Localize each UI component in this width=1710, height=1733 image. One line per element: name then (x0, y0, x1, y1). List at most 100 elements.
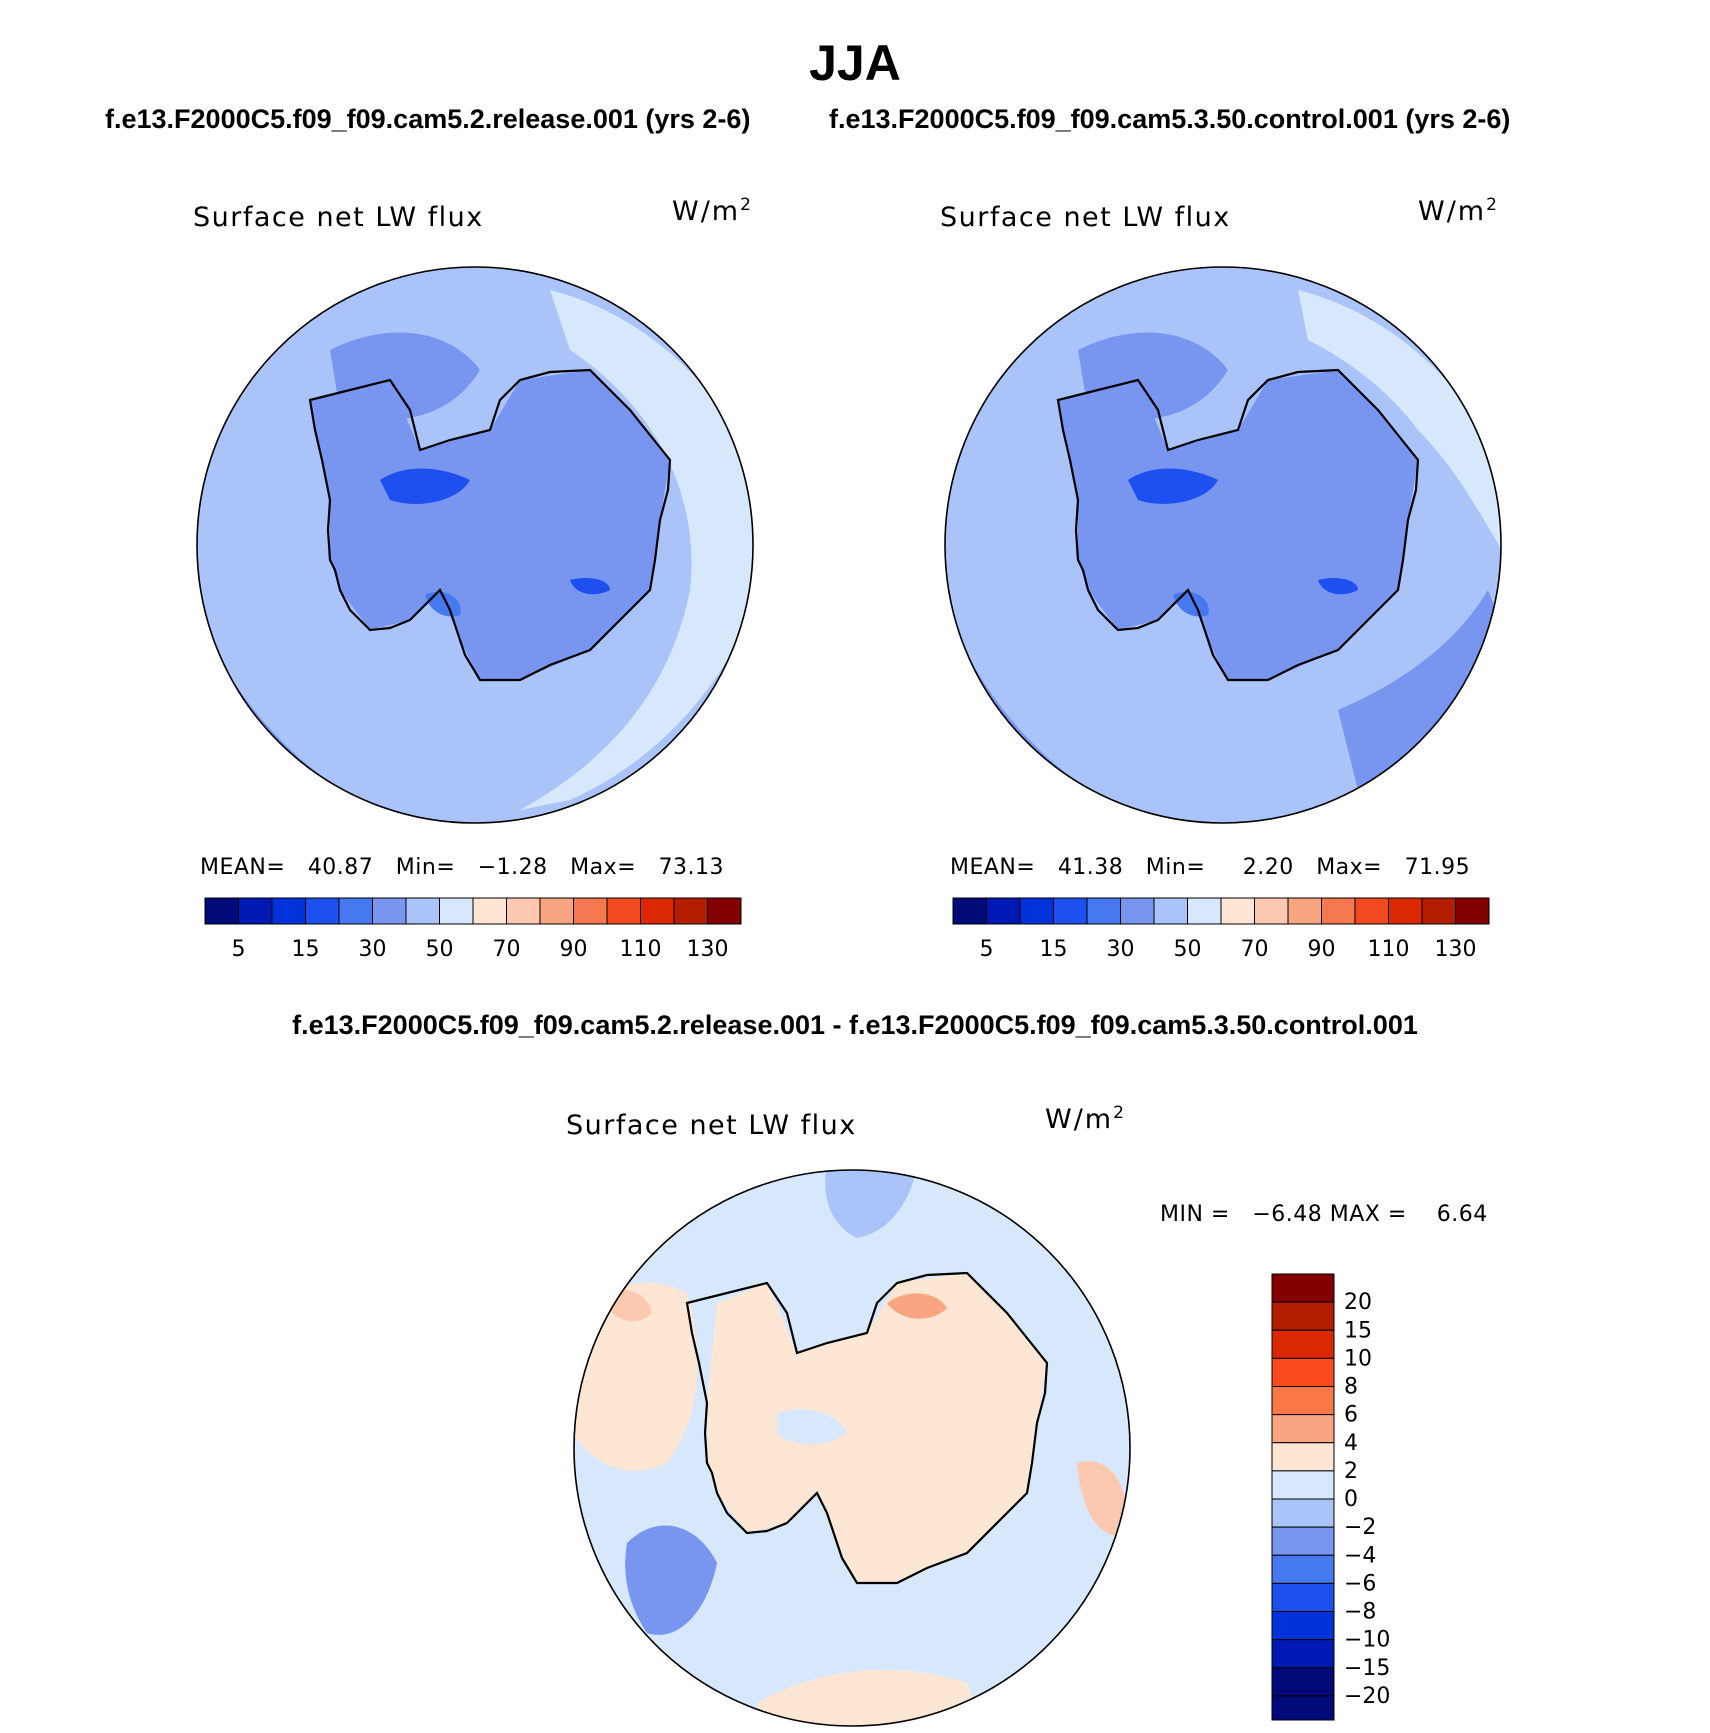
antarctica-coastline (685, 1271, 1049, 1585)
colorbar-swatch (1271, 1526, 1335, 1556)
colorbar-swatch (1271, 1639, 1335, 1669)
colorbar-swatch (1271, 1554, 1335, 1584)
panel1-title: Surface net LW flux (193, 202, 484, 233)
colorbar-swatch (1271, 1498, 1335, 1528)
panel2-title: Surface net LW flux (940, 202, 1231, 233)
panel3-title: Surface net LW flux (566, 1110, 857, 1141)
panel1-units: W/m2 (672, 195, 753, 227)
outer-ring-band (520, 290, 753, 810)
low-flux-core-3 (425, 591, 461, 617)
colorbar-swatch (1354, 897, 1389, 925)
colorbar-tick-label: 5 (980, 937, 994, 962)
low-flux-core-1 (380, 468, 470, 504)
map-boundary (196, 266, 754, 824)
colorbar-swatch (1153, 897, 1188, 925)
panel1-colorbar: 5 15 30 50 70 90 110 130 (204, 897, 742, 962)
colorbar-tick-label: 5 (232, 937, 246, 962)
panel1-map (196, 266, 754, 824)
colorbar-swatch (238, 897, 273, 925)
colorbar-tick-label: 50 (1174, 937, 1202, 962)
season-title: JJA (809, 35, 901, 91)
colorbar-swatch (1271, 1329, 1335, 1359)
colorbar-swatch (372, 897, 407, 925)
case2-header: f.e13.F2000C5.f09_f09.cam5.3.50.control.… (829, 104, 1511, 134)
colorbar-swatch (204, 897, 239, 925)
map-boundary (944, 266, 1502, 824)
colorbar-swatch (1271, 1442, 1335, 1472)
colorbar-swatch (986, 897, 1021, 925)
colorbar-swatch (338, 897, 373, 925)
southeast-band (1338, 590, 1501, 790)
colorbar-swatch (606, 897, 641, 925)
colorbar-swatch (1120, 897, 1155, 925)
colorbar-tick-label: 15 (1040, 937, 1068, 962)
colorbar-swatch (1271, 1611, 1335, 1641)
colorbar-tick-label: 8 (1344, 1375, 1358, 1400)
colorbar-tick-label: −10 (1344, 1628, 1390, 1653)
colorbar-swatch (1220, 897, 1255, 925)
colorbar-tick-label: 130 (687, 937, 729, 962)
colorbar-tick-label: 6 (1344, 1403, 1358, 1428)
colorbar-tick-label: 2 (1344, 1459, 1358, 1484)
negative-patch-north (825, 1170, 917, 1238)
panel1-stats: MEAN= 40.87 Min= −1.28 Max= 73.13 (200, 855, 725, 880)
colorbar-swatch (1271, 1386, 1335, 1416)
colorbar-tick-label: 50 (426, 937, 454, 962)
panel2-stats: MEAN= 41.38 Min= 2.20 Max= 71.95 (950, 855, 1471, 880)
colorbar-swatch (472, 897, 507, 925)
panel2-map (944, 266, 1502, 824)
colorbar-tick-label: 0 (1344, 1487, 1358, 1512)
colorbar-tick-label: 90 (1308, 937, 1336, 962)
antarctica-fill (707, 1273, 1047, 1583)
negative-patch-interior (777, 1409, 847, 1445)
colorbar-swatch (1271, 1357, 1335, 1387)
colorbar-swatch (952, 897, 987, 925)
panel3-map (573, 1169, 1131, 1727)
diff-header: f.e13.F2000C5.f09_f09.cam5.2.release.001… (292, 1010, 1418, 1040)
colorbar-swatch (673, 897, 708, 925)
colorbar-swatch (573, 897, 608, 925)
colorbar-tick-label: −8 (1344, 1600, 1376, 1625)
colorbar-tick-label: 15 (292, 937, 320, 962)
antarctica-coastline (308, 368, 672, 682)
colorbar-swatch (1019, 897, 1054, 925)
colorbar-tick-label: −2 (1344, 1515, 1376, 1540)
colorbar-tick-label: 110 (1368, 937, 1410, 962)
colorbar-tick-label: 30 (1107, 937, 1135, 962)
colorbar-swatch (506, 897, 541, 925)
antarctica-fill (1058, 370, 1418, 680)
colorbar-tick-label: 4 (1344, 1431, 1358, 1456)
low-flux-core-2 (570, 578, 610, 595)
colorbar-swatch (305, 897, 340, 925)
colorbar-swatch (1271, 1273, 1335, 1303)
colorbar-swatch (1271, 1695, 1335, 1721)
colorbar-swatch (640, 897, 675, 925)
panel3-stats: MIN = −6.48 MAX = 6.64 (1160, 1202, 1488, 1227)
colorbar-swatch (539, 897, 574, 925)
panel2-units: W/m2 (1418, 195, 1499, 227)
low-flux-core-2 (1318, 578, 1358, 595)
colorbar-swatch (1388, 897, 1423, 925)
colorbar-swatch (439, 897, 474, 925)
colorbar-tick-label: 20 (1344, 1290, 1372, 1315)
low-flux-core-3 (1173, 591, 1209, 617)
colorbar-swatch (707, 897, 742, 925)
colorbar-tick-label: 10 (1344, 1346, 1372, 1371)
colorbar-swatch (1271, 1301, 1335, 1331)
colorbar-tick-label: 15 (1344, 1318, 1372, 1343)
colorbar-swatch (1321, 897, 1356, 925)
negative-core-southwest (625, 1525, 717, 1635)
colorbar-tick-label: −20 (1344, 1684, 1390, 1709)
colorbar-swatch (1053, 897, 1088, 925)
colorbar-tick-label: 110 (620, 937, 662, 962)
colorbar-swatch (1421, 897, 1456, 925)
colorbar-swatch (1187, 897, 1222, 925)
outer-ring-band (1298, 290, 1501, 560)
positive-core-east (1077, 1461, 1128, 1536)
map-boundary (573, 1169, 1131, 1727)
colorbar-tick-label: 70 (1241, 937, 1269, 962)
colorbar-tick-label: 130 (1435, 937, 1477, 962)
colorbar-swatch (1086, 897, 1121, 925)
colorbar-swatch (1271, 1414, 1335, 1444)
